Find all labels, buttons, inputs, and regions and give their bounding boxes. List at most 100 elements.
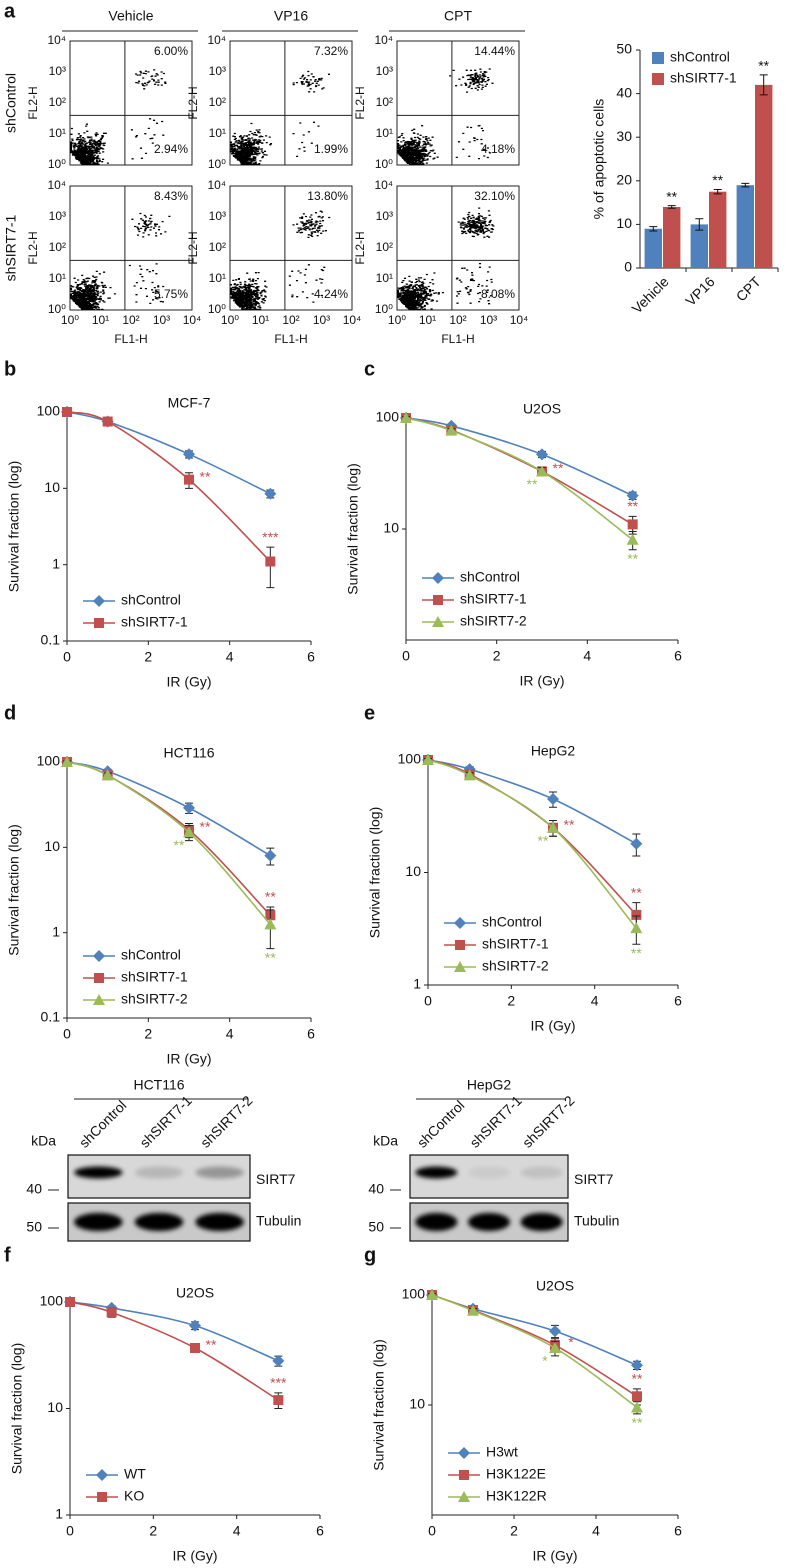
y-tick-label: 100 xyxy=(376,409,400,425)
significance: ** xyxy=(200,819,211,835)
series-line xyxy=(69,1301,279,1401)
band xyxy=(520,1213,563,1231)
y-tick-label: 1 xyxy=(55,1506,63,1522)
y-tick-label: 10 xyxy=(616,215,632,231)
legend-label: shControl xyxy=(482,914,542,930)
marker xyxy=(536,448,548,461)
marker xyxy=(433,595,443,605)
marker xyxy=(630,922,643,934)
significance: ** xyxy=(553,460,564,476)
x-axis-label: IR (Gy) xyxy=(530,1018,575,1034)
chart-title: HepG2 xyxy=(531,743,576,759)
significance: ** xyxy=(206,1337,217,1353)
x-tick-label: 2 xyxy=(144,649,152,665)
y-axis-label: FL2-H xyxy=(26,231,40,264)
significance: *** xyxy=(262,529,279,545)
series-line xyxy=(66,411,271,563)
x-tick-label: 0 xyxy=(66,1523,74,1539)
y-tick-label: 10 xyxy=(44,479,60,495)
marker xyxy=(458,1491,470,1502)
blot-title: HepG2 xyxy=(467,1077,512,1093)
error-bar xyxy=(741,182,750,188)
size-marker: 50 xyxy=(26,1219,42,1235)
band xyxy=(415,1166,458,1179)
series-line xyxy=(427,759,637,929)
error-bar xyxy=(695,218,704,231)
bar xyxy=(709,191,727,268)
y-tick-label: 100 xyxy=(37,753,61,769)
y-tick-label: 40 xyxy=(616,84,632,100)
y-tick-label: 10 xyxy=(409,1396,425,1412)
flow-plot-frame xyxy=(69,40,193,166)
band-label: SIRT7 xyxy=(256,1171,296,1187)
y-tick-label: 10⁴ xyxy=(207,178,226,192)
y-axis-label: Survival fraction (log) xyxy=(345,463,361,595)
y-tick-label: 10¹ xyxy=(209,126,226,140)
quadrant-percent: 14.44% xyxy=(474,44,515,58)
legend-label: shControl xyxy=(670,49,730,65)
y-tick-label: 100 xyxy=(398,751,422,767)
band xyxy=(195,1213,244,1231)
quadrant-percent: 4.24% xyxy=(314,287,348,301)
flow-plot-frame xyxy=(69,185,193,311)
marker xyxy=(97,1492,107,1502)
marker xyxy=(264,487,277,500)
y-tick-label: 10⁴ xyxy=(47,33,66,47)
quadrant-percent: 8.08% xyxy=(481,287,515,301)
significance: ** xyxy=(265,889,276,905)
y-tick-label: 10² xyxy=(49,240,66,254)
x-tick-label: 6 xyxy=(307,649,315,665)
significance: ** xyxy=(758,58,769,74)
y-tick-label: 100 xyxy=(37,403,61,419)
x-axis-label: IR (Gy) xyxy=(172,1548,217,1564)
flow-plot-frame xyxy=(396,185,520,311)
significance: ** xyxy=(265,949,276,965)
band xyxy=(134,1166,184,1179)
legend-label: shSIRT7-2 xyxy=(460,613,527,629)
y-tick-label: 10⁴ xyxy=(374,178,393,192)
marker xyxy=(106,1307,117,1318)
marker xyxy=(264,918,277,930)
panel-label: a xyxy=(4,0,16,22)
series-line xyxy=(405,417,633,497)
band xyxy=(520,1166,563,1179)
marker xyxy=(536,465,548,477)
marker xyxy=(62,407,72,417)
marker xyxy=(265,556,276,567)
marker xyxy=(183,826,195,838)
y-tick-label: 50 xyxy=(616,41,632,57)
y-axis-label: Survival fraction (log) xyxy=(6,824,22,956)
series-line xyxy=(405,417,634,541)
x-tick-label: 6 xyxy=(674,1523,682,1539)
chart-title: U2OS xyxy=(176,1285,214,1301)
x-tick-label: 6 xyxy=(674,993,682,1009)
y-axis-label: FL2-H xyxy=(186,86,200,119)
x-tick-label: 6 xyxy=(316,1523,324,1539)
marker xyxy=(454,961,466,972)
significance: ** xyxy=(631,884,642,900)
x-tick-label: 2 xyxy=(144,1026,152,1042)
x-tick-label: 2 xyxy=(149,1523,157,1539)
significance: ** xyxy=(627,550,638,566)
marker xyxy=(94,973,104,983)
x-axis-label: IR (Gy) xyxy=(519,673,564,689)
y-tick-label: 20 xyxy=(616,172,632,188)
quadrant-percent: 4.18% xyxy=(481,142,515,156)
marker xyxy=(630,837,643,850)
quadrant-percent: 2.94% xyxy=(154,142,188,156)
marker xyxy=(463,769,476,781)
y-tick-label: 10⁰ xyxy=(375,302,393,316)
y-tick-label: 10³ xyxy=(49,64,66,78)
flow-events xyxy=(396,207,495,311)
bar xyxy=(644,228,662,268)
marker xyxy=(61,756,73,767)
error-bar xyxy=(759,74,768,96)
marker xyxy=(549,1341,561,1353)
y-tick-label: 10³ xyxy=(376,64,393,78)
legend-label: shSIRT7-1 xyxy=(460,591,527,607)
series-line xyxy=(69,1301,279,1362)
marker xyxy=(93,950,105,962)
marker xyxy=(631,1401,643,1413)
